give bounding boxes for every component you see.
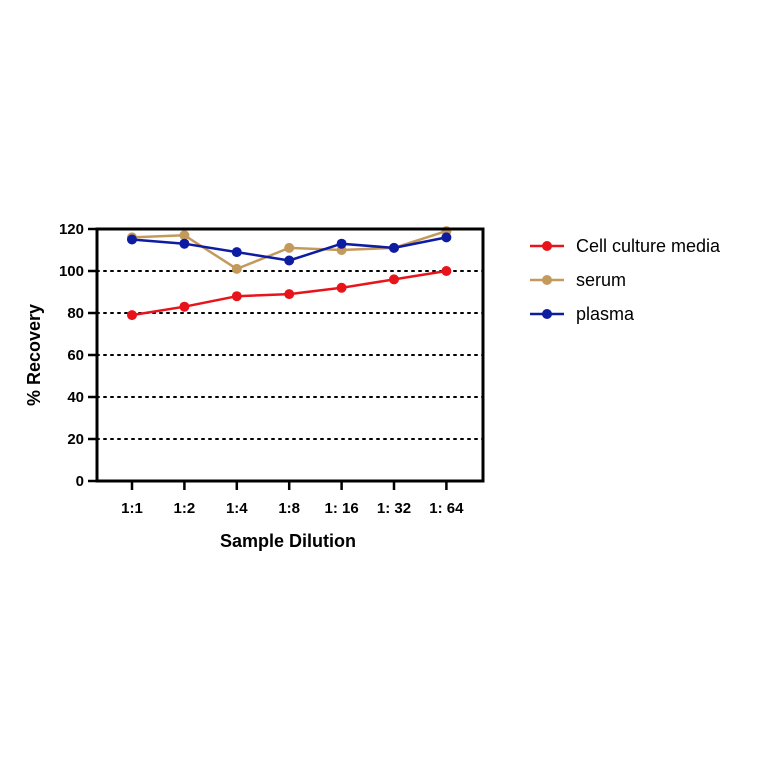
series-serum	[127, 226, 452, 274]
x-axis-title: Sample Dilution	[220, 531, 356, 551]
data-point	[336, 282, 347, 293]
y-tick-label: 120	[59, 221, 84, 238]
series-plasma	[127, 232, 452, 266]
data-point	[179, 230, 190, 241]
data-point	[284, 242, 295, 253]
x-tick-label: 1:2	[174, 500, 196, 517]
y-tick-label: 40	[67, 389, 84, 406]
y-tick-label: 20	[67, 431, 84, 448]
legend-label: Cell culture media	[576, 236, 721, 256]
data-point	[179, 238, 190, 249]
data-point	[231, 263, 242, 274]
y-axis-title: % Recovery	[24, 304, 44, 406]
x-tick-label: 1: 64	[429, 500, 464, 517]
data-point	[389, 274, 399, 285]
series-cell-culture-media	[127, 266, 452, 321]
data-point	[441, 266, 452, 276]
x-tick-label: 1:4	[226, 500, 248, 517]
legend-label: plasma	[576, 304, 635, 324]
y-tick-label: 60	[67, 347, 84, 364]
legend-swatch-marker	[542, 309, 552, 319]
plot-frame	[95, 227, 485, 483]
x-tick-label: 1:8	[278, 500, 300, 517]
series-group	[127, 226, 452, 321]
data-point	[231, 291, 242, 302]
data-point	[179, 301, 190, 312]
x-tick-label: 1: 16	[324, 500, 358, 517]
x-tick-label: 1:1	[121, 500, 143, 517]
y-axis-ticks: 0 20 40 60 80 100 120	[59, 221, 97, 490]
legend-item: Cell culture media	[530, 236, 721, 256]
legend-swatch-marker	[542, 241, 552, 251]
y-tick-label: 0	[76, 473, 84, 490]
data-point	[127, 234, 137, 245]
legend-item: serum	[530, 270, 626, 290]
data-point	[336, 238, 347, 249]
legend-item: plasma	[530, 304, 635, 324]
data-point	[231, 247, 242, 258]
data-point	[127, 310, 137, 321]
legend-swatch-marker	[542, 275, 552, 285]
y-tick-label: 100	[59, 263, 84, 280]
legend-label: serum	[576, 270, 626, 290]
data-point	[441, 232, 452, 243]
x-tick-label: 1: 32	[377, 500, 411, 517]
y-tick-label: 80	[67, 305, 84, 322]
data-point	[389, 242, 399, 253]
x-axis-ticks: 1:1 1:2 1:4 1:8 1: 16 1: 32 1: 64	[121, 481, 464, 517]
grid-lines	[96, 270, 484, 440]
data-point	[284, 255, 295, 266]
data-point	[284, 289, 295, 300]
legend: Cell culture media serum plasma	[530, 236, 721, 324]
